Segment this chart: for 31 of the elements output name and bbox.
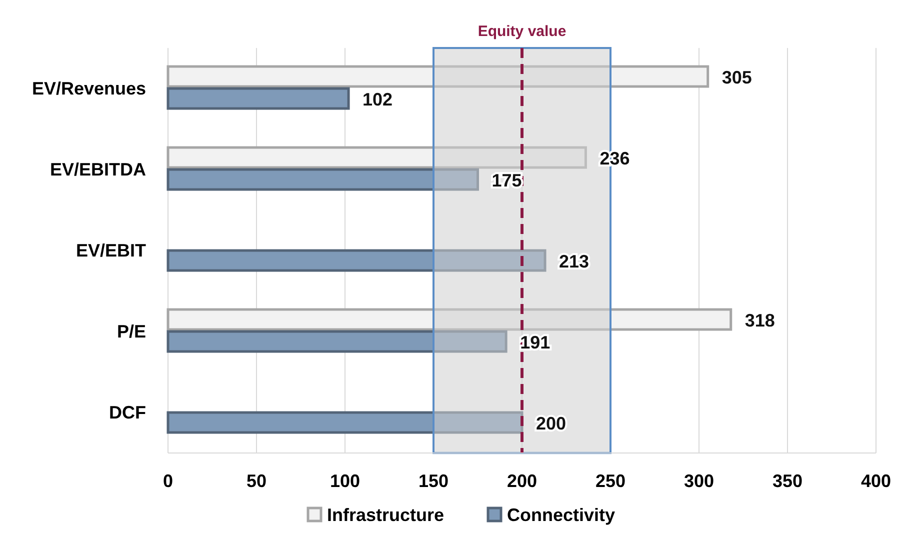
ref-line-label: Equity value [478, 23, 566, 40]
y-tick-label: EV/EBITDA [50, 160, 146, 180]
y-tick-label: EV/EBIT [76, 240, 146, 260]
bar [166, 308, 732, 331]
x-tick-label: 150 [418, 471, 449, 491]
data-label: 200 [536, 414, 566, 434]
bar [166, 411, 524, 434]
bar [166, 168, 479, 191]
x-tick-label: 300 [684, 471, 714, 491]
x-tick-label: 200 [506, 471, 538, 491]
x-tick-label: 0 [162, 471, 174, 491]
bar [166, 87, 350, 110]
x-tick-label: 250 [595, 471, 626, 491]
bar [166, 330, 508, 353]
y-tick-label: DCF [109, 402, 146, 422]
y-tick-label: P/E [116, 322, 146, 342]
bar [166, 146, 587, 169]
x-tick-label: 400 [860, 471, 892, 491]
data-label: 318 [744, 310, 775, 330]
legend-label: Connectivity [507, 505, 616, 525]
data-label: 191 [520, 332, 550, 352]
x-tick-label: 100 [330, 471, 360, 491]
legend-label: Infrastructure [327, 505, 444, 525]
x-tick-label: 350 [772, 471, 803, 491]
bar [166, 65, 710, 88]
data-label: 305 [722, 68, 752, 88]
data-label: 213 [559, 252, 590, 272]
bar [166, 249, 546, 272]
x-tick-label: 50 [246, 471, 267, 491]
y-tick-label: EV/Revenues [32, 78, 146, 98]
data-label: 102 [362, 90, 393, 110]
